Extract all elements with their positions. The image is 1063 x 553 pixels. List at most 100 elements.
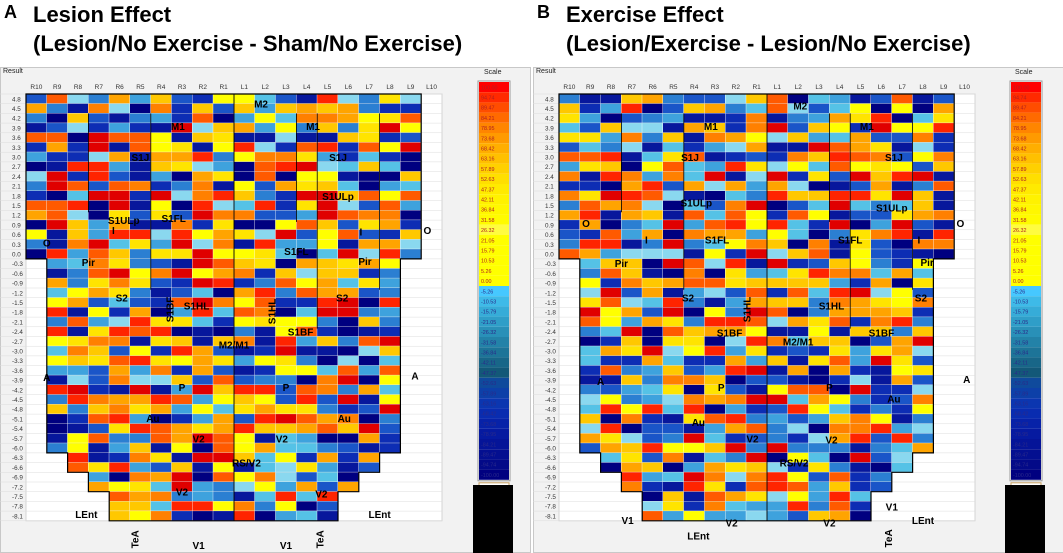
heatmap-cell (600, 229, 621, 240)
scale-swatch (479, 112, 509, 123)
heatmap-cell (767, 482, 788, 492)
heatmap-cell (704, 152, 725, 162)
heatmap-cell (642, 200, 663, 210)
heatmap-cell (234, 123, 255, 133)
heatmap-cell (600, 181, 621, 191)
heatmap-cell (663, 462, 684, 472)
heatmap-cell (891, 423, 913, 434)
heatmap-cell (171, 326, 192, 337)
heatmap-cell (338, 123, 359, 133)
heatmap-cell (296, 462, 317, 472)
heatmap-cell (767, 152, 788, 162)
heatmap-cell (317, 462, 338, 472)
row-label: 2.1 (12, 184, 21, 191)
heatmap-cell (767, 491, 788, 501)
heatmap-cell (912, 404, 933, 414)
heatmap-cell (67, 142, 88, 152)
heatmap-cell (171, 142, 192, 152)
heatmap-cell (725, 501, 746, 511)
heatmap-cell (600, 452, 621, 463)
heatmap-cell (213, 472, 234, 482)
heatmap-cell (275, 288, 296, 298)
heatmap-cell (704, 249, 725, 259)
scale-swatch (479, 316, 509, 327)
region-label: M2 (254, 100, 268, 111)
heatmap-cell (704, 220, 725, 230)
heatmap-cell (150, 336, 172, 346)
region-label: M1 (860, 122, 874, 133)
heatmap-cell (338, 423, 359, 434)
heatmap-cell (400, 200, 421, 210)
heatmap-cell (130, 288, 151, 298)
heatmap-cell (725, 326, 746, 337)
heatmap-cell (642, 317, 663, 327)
heatmap-cell (725, 317, 746, 327)
heatmap-cell (254, 385, 276, 395)
brain-outline (25, 93, 422, 522)
heatmap-cell (171, 443, 192, 453)
heatmap-cell (642, 123, 663, 133)
heatmap-cell (130, 200, 151, 210)
heatmap-cell (234, 317, 255, 327)
heatmap-cell (871, 404, 892, 414)
scale-swatch (479, 102, 509, 113)
heatmap-cell (600, 132, 621, 143)
heatmap-cell (234, 200, 255, 210)
heatmap-cell (317, 355, 338, 366)
heatmap-cell (46, 278, 68, 288)
row-label: 1.5 (545, 203, 554, 210)
heatmap-cell (358, 452, 380, 463)
heatmap-cell (46, 404, 68, 414)
heatmap-cell (850, 326, 871, 337)
heatmap-cell (171, 501, 192, 511)
heatmap-cell (130, 404, 151, 414)
heatmap-cell (850, 355, 871, 366)
heatmap-cell (275, 229, 296, 240)
heatmap-cell (109, 365, 130, 375)
region-label: S1HL (184, 301, 210, 312)
heatmap-cell (171, 239, 192, 249)
heatmap-cell (829, 142, 850, 152)
heatmap-cell (67, 326, 88, 337)
heatmap-cell (296, 288, 317, 298)
heatmap-cell (338, 297, 359, 307)
row-label: -8.1 (12, 513, 23, 520)
heatmap-cell (912, 142, 933, 152)
heatmap-cell (621, 181, 642, 191)
heatmap-cell (829, 288, 850, 298)
heatmap-cell (317, 142, 338, 152)
heatmap-cell (192, 103, 213, 113)
heatmap-cell (130, 103, 151, 113)
heatmap-cell (642, 326, 663, 337)
heatmap-cell (192, 142, 213, 152)
region-label: Au (146, 414, 159, 425)
heatmap-cell (621, 258, 642, 269)
heatmap-cell (704, 423, 725, 434)
heatmap-cell (296, 307, 317, 317)
heatmap-cell (46, 317, 68, 327)
heatmap-cell (67, 94, 88, 104)
heatmap-cell (559, 142, 580, 152)
heatmap-cell (808, 268, 829, 278)
heatmap-cell (912, 288, 933, 298)
heatmap-cell (850, 491, 871, 501)
heatmap-cell (46, 161, 68, 172)
heatmap-cell (663, 239, 684, 249)
heatmap-cell (358, 191, 380, 201)
row-label: 4.8 (12, 96, 21, 103)
heatmap-cell (254, 433, 276, 443)
heatmap-cell (254, 355, 276, 366)
heatmap-cell (683, 113, 705, 123)
scale-value: -42.11 (481, 361, 496, 367)
scale-swatch (479, 265, 509, 276)
heatmap-cell (621, 482, 642, 492)
heatmap-cell (871, 482, 892, 492)
heatmap-cell (400, 123, 421, 133)
heatmap-cell (254, 229, 276, 240)
heatmap-cell (600, 152, 621, 162)
heatmap-cell (829, 123, 850, 133)
heatmap-cell (192, 297, 213, 307)
heatmap-cell (130, 317, 151, 327)
heatmap-cell (683, 94, 705, 104)
heatmap-cell (338, 385, 359, 395)
